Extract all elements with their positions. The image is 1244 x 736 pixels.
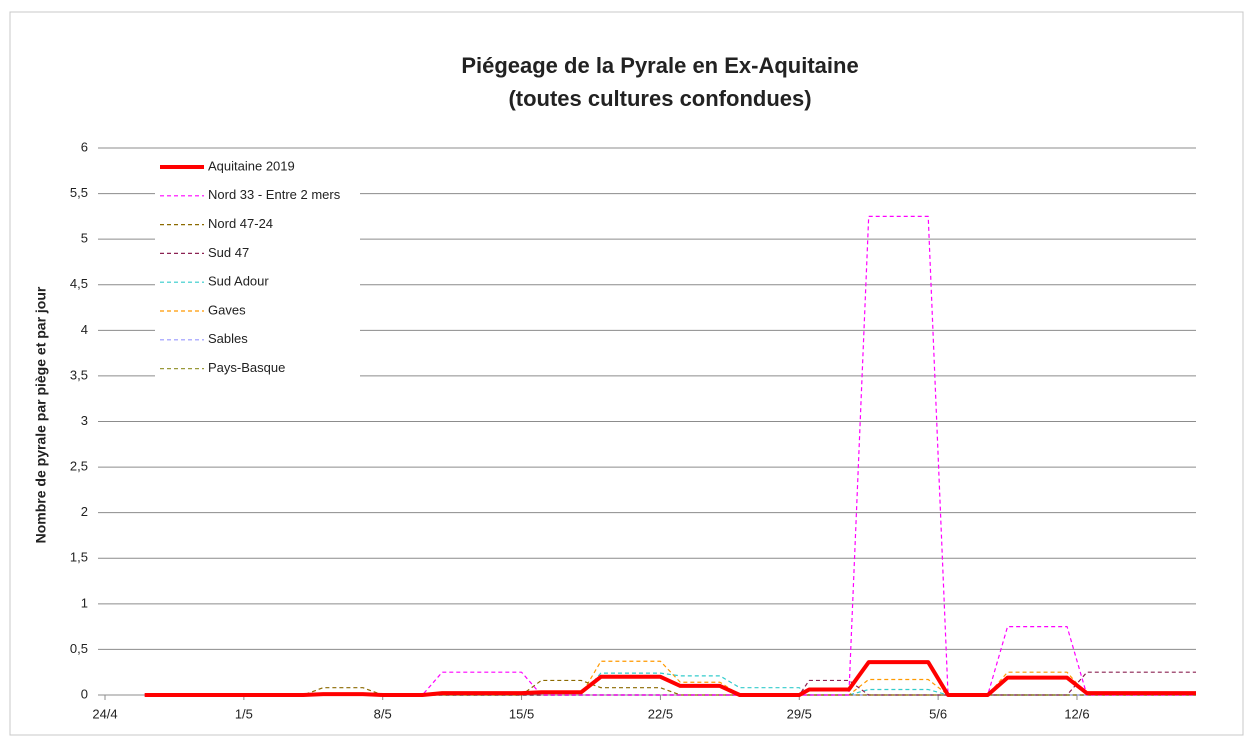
y-tick-label: 3: [81, 413, 88, 428]
y-tick-label: 4: [81, 322, 88, 337]
y-tick-label: 1,5: [70, 550, 88, 565]
legend-label: Sables: [208, 331, 248, 346]
legend-label: Sud Adour: [208, 274, 269, 289]
x-tick-label: 1/5: [235, 706, 253, 721]
y-tick-label: 2,5: [70, 459, 88, 474]
legend-box: [155, 152, 360, 382]
series-line: [144, 660, 1196, 696]
y-tick-label: 1: [81, 595, 88, 610]
legend-label: Gaves: [208, 302, 246, 317]
x-tick-label: 15/5: [509, 706, 534, 721]
x-tick-label: 22/5: [648, 706, 673, 721]
chart-title: Piégeage de la Pyrale en Ex-Aquitaine: [461, 53, 858, 78]
x-tick-label: 8/5: [374, 706, 392, 721]
y-tick-label: 0,5: [70, 641, 88, 656]
legend-label: Nord 33 - Entre 2 mers: [208, 187, 341, 202]
legend-label: Pays-Basque: [208, 360, 285, 375]
x-tick-label: 12/6: [1064, 706, 1089, 721]
y-tick-label: 5: [81, 231, 88, 246]
legend-label: Aquitaine 2019: [208, 158, 295, 173]
y-axis-label: Nombre de pyrale par piège et par jour: [33, 286, 49, 543]
y-tick-label: 3,5: [70, 367, 88, 382]
y-tick-label: 4,5: [70, 276, 88, 291]
y-tick-label: 5,5: [70, 185, 88, 200]
x-tick-label: 24/4: [92, 706, 117, 721]
series-line: [144, 215, 1196, 696]
y-tick-label: 0: [81, 686, 88, 701]
legend-label: Nord 47-24: [208, 216, 273, 231]
chart-subtitle: (toutes cultures confondues): [508, 86, 811, 111]
series-line: [144, 660, 1196, 697]
legend-label: Sud 47: [208, 245, 249, 260]
x-tick-label: 29/5: [787, 706, 812, 721]
y-tick-label: 6: [81, 139, 88, 154]
y-tick-label: 2: [81, 504, 88, 519]
x-tick-label: 5/6: [929, 706, 947, 721]
